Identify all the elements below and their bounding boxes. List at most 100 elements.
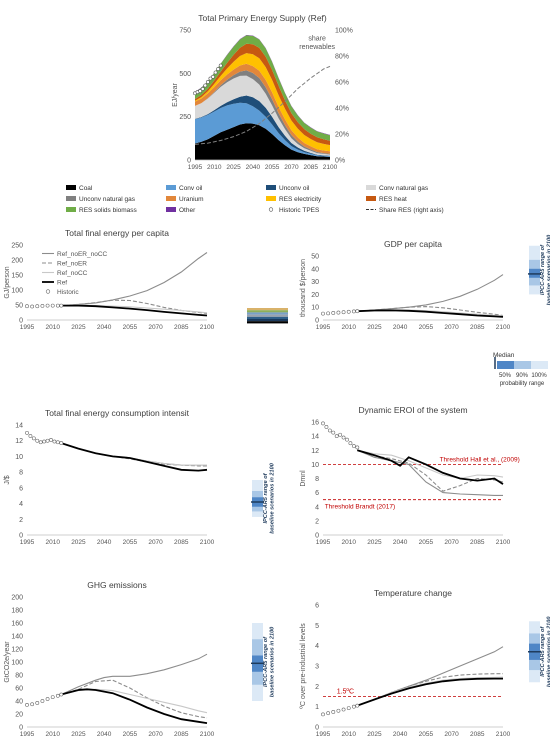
historic-point xyxy=(51,696,54,699)
legend-label: Unconv oil xyxy=(279,185,310,192)
x-tick-label: 2010 xyxy=(341,731,356,738)
legend-swatch xyxy=(166,185,176,190)
x-tick-label: 2055 xyxy=(123,731,138,738)
legend-label: Conv natural gas xyxy=(379,185,429,192)
threshold-label: Threshold Hall et al., (2009) xyxy=(440,456,520,463)
y-tick-label: 500 xyxy=(179,71,191,78)
historic-point xyxy=(337,709,340,712)
legend-label: Historic xyxy=(57,289,79,296)
ipcc-label: IPCC-AR5 range ofbaseline scenarios in 2… xyxy=(540,616,550,687)
ipcc-label-line: baseline scenarios in 2100 xyxy=(547,234,550,305)
historic-point xyxy=(356,704,359,707)
historic-point xyxy=(332,311,335,314)
x-tick-label: 2025 xyxy=(71,324,86,331)
historic-point xyxy=(201,87,204,90)
swatch-90 xyxy=(514,361,531,369)
historic-point xyxy=(328,429,331,432)
ipcc-box: IPCC-AR5 range ofbaseline scenarios in 2… xyxy=(528,616,550,687)
x-tick-label: 2070 xyxy=(148,731,163,738)
annotation-text: share xyxy=(308,35,326,42)
y-axis-label: ºC over pre-industrial levels xyxy=(300,623,307,709)
x-tick-label: 2055 xyxy=(419,731,434,738)
y-tick-label: 20 xyxy=(311,292,319,299)
y-tick-label: 2 xyxy=(315,684,319,691)
legend-swatch xyxy=(166,207,176,212)
ipcc-label-line: IPCC-AR5 range of xyxy=(263,472,269,523)
y2-tick-label: 20% xyxy=(335,132,349,139)
historic-point xyxy=(327,312,330,315)
prob-caption: probability range xyxy=(500,381,545,387)
legend-swatch xyxy=(266,196,276,201)
historic-point xyxy=(349,442,352,445)
historic-point xyxy=(337,311,340,314)
y-tick-label: 16 xyxy=(311,420,319,427)
ipcc-box: IPCC-AR5 range ofbaseline scenarios in 2… xyxy=(251,462,276,533)
y-tick-label: 100 xyxy=(11,288,23,295)
x-tick-label: 1995 xyxy=(188,164,203,171)
historic-point xyxy=(214,71,217,74)
historic-point xyxy=(46,439,49,442)
historic-point xyxy=(31,305,34,308)
y-tick-label: 4 xyxy=(315,504,319,511)
ipcc-label-line: IPCC-AR5 range of xyxy=(540,244,546,295)
x-tick-label: 2070 xyxy=(444,324,459,331)
chart-title: Total Primary Energy Supply (Ref) xyxy=(198,13,327,23)
ipcc-label: IPCC-AR5 range ofbaseline scenarios in 2… xyxy=(540,234,550,305)
chart-title: Temperature change xyxy=(374,588,452,598)
x-tick-label: 1995 xyxy=(316,324,331,331)
series-line xyxy=(61,443,207,471)
series-line xyxy=(357,679,503,706)
legend-marker xyxy=(269,208,273,212)
x-tick-label: 1995 xyxy=(316,539,331,546)
x-tick-label: 2010 xyxy=(341,539,356,546)
historic-point xyxy=(41,304,44,307)
series-line xyxy=(61,680,207,718)
y-tick-label: 6 xyxy=(315,603,319,610)
x-tick-label: 2070 xyxy=(444,731,459,738)
y-tick-label: 200 xyxy=(11,258,23,265)
x-tick-label: 2055 xyxy=(419,539,434,546)
x-tick-label: 2100 xyxy=(200,731,215,738)
threshold-label: Threshold Brandt (2017) xyxy=(325,504,395,511)
ipcc-label: IPCC-AR5 range ofbaseline scenarios in 2… xyxy=(263,462,276,533)
x-tick-label: 2010 xyxy=(45,731,60,738)
x-tick-label: 2040 xyxy=(246,164,261,171)
prob-label: 90% xyxy=(516,373,529,379)
y-tick-label: 12 xyxy=(15,438,23,445)
legend-swatch xyxy=(266,185,276,190)
x-tick-label: 2040 xyxy=(97,539,112,546)
x-tick-label: 2055 xyxy=(265,164,280,171)
chart-title: Total final energy per capita xyxy=(65,228,169,238)
historic-point xyxy=(342,708,345,711)
ramp-band xyxy=(247,308,288,310)
ipcc-label-line: baseline scenarios in 2100 xyxy=(270,626,276,697)
historic-point xyxy=(352,444,355,447)
legend-swatch xyxy=(366,196,376,201)
historic-point xyxy=(332,710,335,713)
y-tick-label: 60 xyxy=(15,686,23,693)
x-tick-label: 2040 xyxy=(97,731,112,738)
x-tick-label: 2010 xyxy=(45,539,60,546)
y-tick-label: 30 xyxy=(311,279,319,286)
x-tick-label: 2085 xyxy=(303,164,318,171)
x-tick-label: 2100 xyxy=(323,164,338,171)
y-tick-label: 200 xyxy=(11,595,23,602)
y-tick-label: 10 xyxy=(311,462,319,469)
legend-marker xyxy=(46,290,50,294)
y-axis-label: J/$ xyxy=(4,475,11,484)
x-tick-label: 1995 xyxy=(20,539,35,546)
ipcc-label-line: IPCC-AR5 range of xyxy=(263,636,269,687)
y-tick-label: 5 xyxy=(315,623,319,630)
historic-point xyxy=(56,694,59,697)
historic-point xyxy=(60,304,63,307)
historic-point xyxy=(29,434,32,437)
x-tick-label: 2040 xyxy=(97,324,112,331)
legend-label: Coal xyxy=(79,185,93,192)
chart-title: GDP per capita xyxy=(384,239,442,249)
ipcc-label: IPCC-AR5 range ofbaseline scenarios in 2… xyxy=(263,626,276,697)
y-tick-label: 4 xyxy=(315,643,319,650)
x-tick-label: 2055 xyxy=(123,324,138,331)
